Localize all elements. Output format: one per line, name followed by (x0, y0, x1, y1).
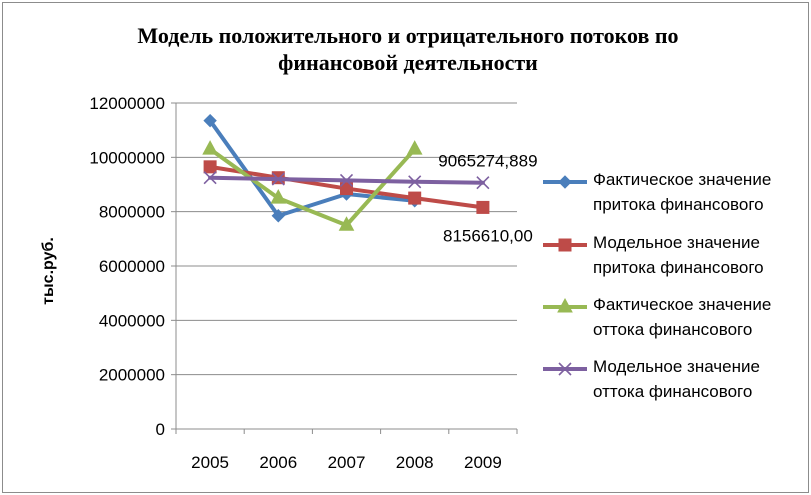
legend-item-2: Модельное значение притока финансового (543, 233, 764, 277)
triangle-marker (202, 140, 218, 155)
x-marker (476, 176, 490, 190)
square-marker (340, 182, 353, 196)
square-marker (476, 200, 490, 214)
x-tick-label: 2008 (396, 453, 434, 472)
legend-label: притока финансового (593, 258, 764, 277)
series-line (208, 118, 417, 218)
chart-title-line-2: финансовой деятельности (278, 50, 538, 75)
data-label: 8156610,00 (443, 226, 533, 245)
legend-label: Фактическое значение (593, 295, 771, 314)
triangle-marker (406, 140, 423, 155)
legend-label: оттока финансового (593, 320, 752, 339)
axes (171, 102, 518, 434)
data-label: 9065274,889 (438, 152, 537, 171)
legend-label: Модельное значение (593, 233, 760, 252)
legend-label: Фактическое значение (593, 170, 771, 189)
series-line (208, 147, 417, 228)
y-tick-label: 0 (156, 420, 165, 439)
y-tick-label: 6000000 (99, 257, 165, 276)
diamond-marker (203, 113, 217, 128)
x-tick-label: 2007 (328, 453, 366, 472)
legend-item-3: Фактическое значение оттока финансового (543, 295, 771, 339)
square-marker (408, 191, 422, 205)
diamond-marker (271, 209, 286, 223)
x-marker (203, 171, 217, 185)
y-axis-tick-labels: 0 2000000 4000000 6000000 8000000 10000000 120… (89, 94, 165, 439)
y-axis-label: тыс.руб. (40, 237, 57, 305)
x-marker (408, 175, 422, 189)
legend-item-1: Фактическое значение притока финансового (543, 170, 771, 214)
y-tick-label: 2000000 (99, 366, 165, 385)
legend-label: оттока финансового (593, 382, 752, 401)
legend-label: Модельное значение (593, 357, 760, 376)
gridlines (176, 102, 517, 376)
x-marker (339, 173, 354, 187)
triangle-marker (557, 297, 573, 313)
triangle-marker (270, 189, 287, 204)
legend-item-4: Модельное значение оттока финансового (543, 357, 760, 401)
x-marker (558, 362, 572, 376)
x-tick-label: 2009 (464, 453, 502, 472)
x-axis-tick-labels: 2005 2006 2007 2008 2009 (191, 453, 502, 472)
data-labels: 9065274,889 8156610,00 (438, 152, 537, 246)
y-tick-label: 8000000 (99, 203, 165, 222)
square-marker (558, 238, 572, 252)
y-tick-label: 10000000 (89, 148, 165, 167)
legend-label: притока финансового (593, 195, 764, 214)
series-lines (202, 113, 490, 231)
series-3 (202, 140, 423, 231)
diamond-marker (558, 175, 572, 189)
y-tick-label: 12000000 (89, 94, 165, 113)
square-marker (203, 160, 217, 174)
series-4 (203, 171, 490, 190)
x-tick-label: 2005 (191, 453, 229, 472)
x-tick-label: 2006 (259, 453, 297, 472)
x-marker (271, 172, 285, 186)
triangle-marker (338, 216, 355, 231)
y-tick-label: 4000000 (99, 311, 165, 330)
line-chart: Модель положительного и отрицательного п… (40, 23, 771, 472)
chart-title-line-1: Модель положительного и отрицательного п… (137, 23, 678, 48)
